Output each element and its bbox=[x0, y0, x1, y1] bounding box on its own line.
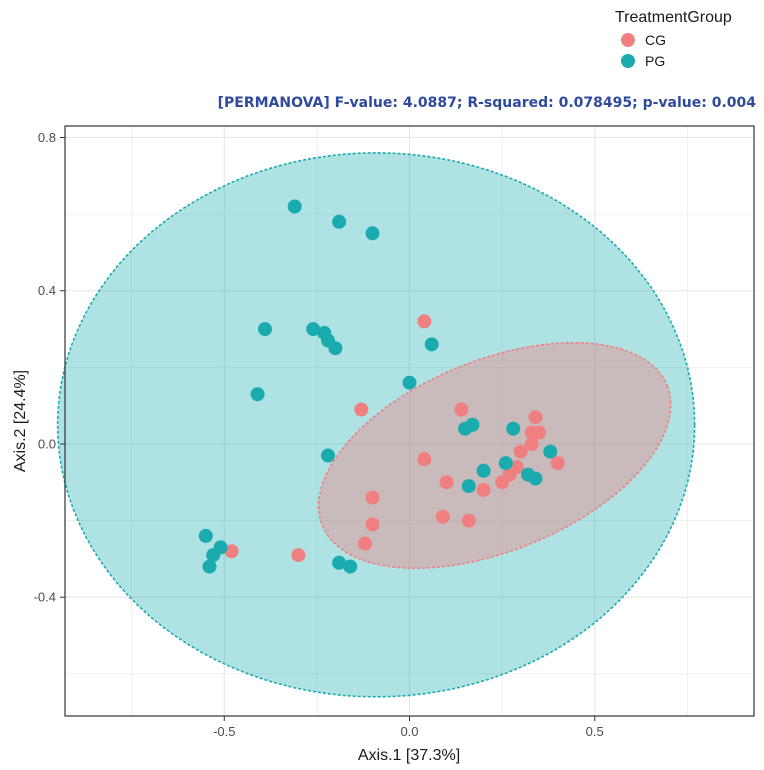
point-pg bbox=[332, 555, 347, 570]
point-pg bbox=[498, 456, 513, 471]
point-pg bbox=[250, 387, 265, 402]
point-pg bbox=[306, 322, 321, 337]
point-cg bbox=[550, 456, 565, 471]
ellipse-cg bbox=[317, 341, 672, 570]
point-pg bbox=[402, 375, 417, 390]
x-tick-label: 0.5 bbox=[586, 724, 604, 739]
point-pg bbox=[321, 448, 335, 463]
point-cg bbox=[454, 402, 469, 417]
point-cg bbox=[365, 517, 380, 532]
point-pg bbox=[332, 214, 347, 229]
point-pg bbox=[258, 322, 272, 337]
point-cg bbox=[461, 513, 476, 528]
point-pg bbox=[424, 337, 439, 352]
legend-title: TreatmentGroup bbox=[615, 9, 732, 26]
point-cg bbox=[528, 410, 543, 425]
point-cg bbox=[358, 536, 372, 551]
y-axis-title: Axis.2 [24.4%] bbox=[12, 370, 29, 472]
legend-cg-marker bbox=[621, 33, 635, 47]
point-pg bbox=[528, 471, 543, 486]
point-pg bbox=[198, 528, 213, 543]
point-cg bbox=[224, 544, 239, 559]
permanova-annotation: [PERMANOVA] F-value: 4.0887; R-squared: … bbox=[218, 95, 757, 111]
point-cg bbox=[417, 314, 432, 329]
point-cg bbox=[439, 475, 454, 490]
point-cg bbox=[509, 460, 524, 474]
point-pg bbox=[461, 479, 476, 494]
point-cg bbox=[354, 402, 369, 417]
y-tick-label: 0.0 bbox=[38, 436, 56, 451]
point-cg bbox=[532, 425, 547, 440]
point-pg bbox=[506, 421, 521, 436]
legend: TreatmentGroup CG PG bbox=[615, 9, 732, 69]
y-tick-label: -0.4 bbox=[34, 590, 56, 605]
legend-pg-label: PG bbox=[645, 53, 665, 69]
axis-ticks: -0.5 0.0 0.5 -0.4 0.0 0.4 0.8 bbox=[34, 130, 604, 739]
point-pg bbox=[476, 463, 491, 478]
point-cg bbox=[476, 483, 491, 497]
point-pg bbox=[365, 226, 380, 241]
x-tick-label: 0.0 bbox=[400, 724, 418, 739]
point-cg bbox=[524, 437, 539, 451]
y-tick-label: 0.4 bbox=[38, 283, 56, 298]
point-pg bbox=[213, 540, 228, 555]
grid-lines bbox=[65, 126, 754, 716]
legend-cg-label: CG bbox=[645, 32, 666, 48]
point-pg bbox=[343, 559, 358, 574]
point-pg bbox=[543, 444, 558, 459]
point-cg bbox=[513, 444, 528, 459]
data-points bbox=[198, 199, 565, 574]
y-tick-label: 0.8 bbox=[38, 130, 56, 145]
x-axis-title: Axis.1 [37.3%] bbox=[358, 747, 460, 764]
point-cg bbox=[291, 548, 306, 563]
point-cg bbox=[365, 490, 380, 505]
x-tick-label: -0.5 bbox=[213, 724, 235, 739]
point-pg bbox=[202, 559, 217, 574]
point-cg bbox=[435, 509, 450, 524]
legend-pg-marker bbox=[621, 54, 635, 68]
point-cg bbox=[417, 452, 432, 467]
point-pg bbox=[328, 341, 343, 356]
point-pg bbox=[465, 417, 480, 432]
point-pg bbox=[287, 199, 302, 214]
